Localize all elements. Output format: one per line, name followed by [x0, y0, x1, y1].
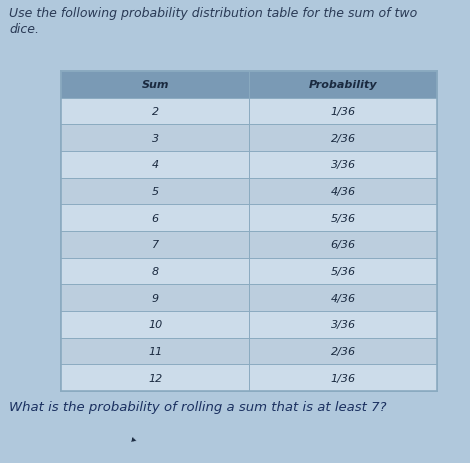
Bar: [61, 232, 437, 258]
Bar: [61, 311, 437, 338]
Bar: [61, 72, 437, 99]
Bar: [61, 151, 437, 178]
Text: 4: 4: [151, 160, 159, 170]
Bar: [61, 178, 437, 205]
Text: 6: 6: [151, 213, 159, 223]
Text: 2/36: 2/36: [330, 133, 356, 144]
Text: 12: 12: [148, 373, 162, 383]
Text: 6/36: 6/36: [330, 240, 356, 250]
Text: Use the following probability distribution table for the sum of two
dice.: Use the following probability distributi…: [9, 7, 418, 36]
Text: 5: 5: [151, 187, 159, 197]
Text: 11: 11: [148, 346, 162, 357]
Text: Probability: Probability: [309, 80, 377, 90]
Text: 4/36: 4/36: [330, 293, 356, 303]
Text: 5/36: 5/36: [330, 213, 356, 223]
Text: 7: 7: [151, 240, 159, 250]
Text: What is the probability of rolling a sum that is at least 7?: What is the probability of rolling a sum…: [9, 400, 387, 413]
Bar: [61, 365, 437, 391]
Text: 10: 10: [148, 319, 162, 330]
Bar: [61, 205, 437, 232]
Text: 2: 2: [151, 106, 159, 117]
Text: 5/36: 5/36: [330, 266, 356, 276]
Text: 3: 3: [151, 133, 159, 144]
Bar: [61, 98, 437, 125]
Text: 1/36: 1/36: [330, 106, 356, 117]
Text: 8: 8: [151, 266, 159, 276]
Text: 3/36: 3/36: [330, 160, 356, 170]
Bar: [61, 72, 437, 391]
Text: 3/36: 3/36: [330, 319, 356, 330]
Bar: [61, 285, 437, 311]
Bar: [61, 258, 437, 285]
Bar: [61, 338, 437, 365]
Text: 4/36: 4/36: [330, 187, 356, 197]
Text: 2/36: 2/36: [330, 346, 356, 357]
Text: 1/36: 1/36: [330, 373, 356, 383]
Text: 9: 9: [151, 293, 159, 303]
Bar: [61, 125, 437, 151]
Text: Sum: Sum: [141, 80, 169, 90]
Text: ▸: ▸: [130, 433, 138, 444]
